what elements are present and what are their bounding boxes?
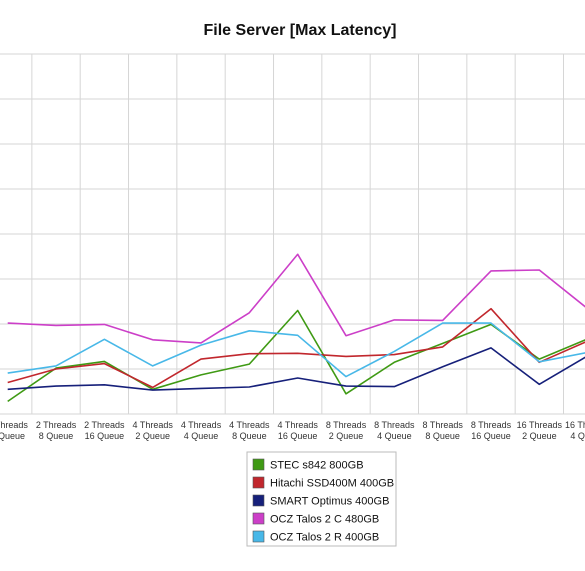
x-tick-label: 16 Queue	[85, 431, 125, 441]
x-tick-label: 4 Threads	[278, 420, 319, 430]
x-tick-label: 8 Queue	[425, 431, 460, 441]
x-tick-label: 2 Threads	[36, 420, 77, 430]
x-tick-label: 4 Queue	[377, 431, 412, 441]
legend-label: STEC s842 800GB	[270, 460, 364, 472]
x-tick-label: 2 Queue	[522, 431, 557, 441]
legend: STEC s842 800GB Hitachi SSD400M 400GB SMAR…	[246, 451, 397, 547]
x-tick-label: 8 Threads	[471, 420, 512, 430]
x-tick-label: 16 Queue	[471, 431, 511, 441]
x-tick-label: 8 Threads	[326, 420, 367, 430]
legend-label: SMART Optimus 400GB	[270, 496, 389, 508]
x-tick-label: 4 Queue	[184, 431, 219, 441]
x-tick-label: 8 Queue	[39, 431, 74, 441]
x-tick-label: 8 Threads	[422, 420, 463, 430]
legend-swatch	[252, 476, 265, 489]
legend-label: OCZ Talos 2 R 400GB	[270, 532, 379, 544]
legend-swatch	[252, 512, 265, 525]
x-tick-label: 4 Threads	[133, 420, 174, 430]
x-tick-label: 4 Threads	[181, 420, 222, 430]
x-tick-label: 16 Threads	[517, 420, 563, 430]
x-tick-label: 2 Queue	[135, 431, 170, 441]
x-tick-label: 4 Threads	[229, 420, 270, 430]
legend-swatch	[252, 530, 265, 543]
legend-label: Hitachi SSD400M 400GB	[270, 478, 394, 490]
chart-title: File Server [Max Latency]	[204, 22, 397, 39]
legend-swatch	[252, 458, 265, 471]
x-tick-label: 16 Threads	[565, 420, 585, 430]
legend-label: OCZ Talos 2 C 480GB	[270, 514, 379, 526]
series-line	[7, 347, 585, 391]
x-tick-label: 8 Queue	[232, 431, 267, 441]
x-tick-label: 16 Queue	[278, 431, 318, 441]
x-tick-label: 2 Queue	[329, 431, 364, 441]
x-tick-label: 8 Threads	[374, 420, 415, 430]
x-tick-label: 2 Threads	[84, 420, 125, 430]
series-line	[7, 309, 585, 403]
series-line	[7, 322, 585, 378]
x-tick-label: 1 Queue	[0, 431, 25, 441]
x-tick-label: 4 Queue	[570, 431, 585, 441]
series-line	[7, 253, 585, 344]
series-line	[7, 307, 585, 389]
legend-box	[246, 451, 397, 547]
x-tick-label: 1 Threads	[0, 420, 28, 430]
legend-swatch	[252, 494, 265, 507]
